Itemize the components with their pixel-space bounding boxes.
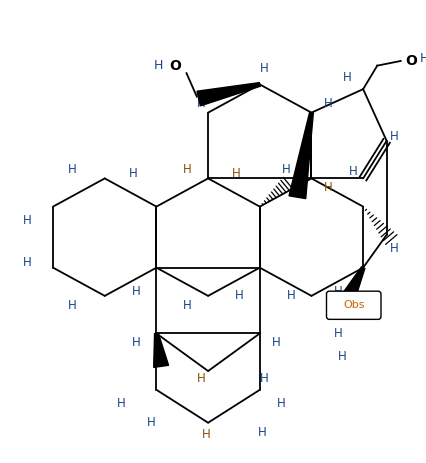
Text: H: H	[197, 97, 206, 110]
Text: H: H	[390, 243, 399, 256]
Text: H: H	[343, 71, 351, 84]
Text: H: H	[117, 397, 126, 410]
Text: H: H	[23, 214, 32, 227]
Text: H: H	[131, 336, 140, 350]
Polygon shape	[337, 267, 365, 309]
Text: H: H	[277, 397, 286, 410]
Text: H: H	[338, 350, 347, 363]
Text: H: H	[129, 167, 137, 180]
Text: H: H	[147, 416, 156, 429]
Polygon shape	[289, 113, 313, 199]
Text: H: H	[390, 130, 399, 143]
Text: H: H	[324, 181, 333, 194]
Text: H: H	[334, 327, 342, 340]
Text: H: H	[260, 372, 269, 385]
Text: H: H	[23, 257, 32, 269]
FancyBboxPatch shape	[326, 291, 381, 319]
Text: H: H	[67, 163, 76, 175]
Polygon shape	[154, 333, 169, 368]
Text: H: H	[349, 165, 358, 178]
Text: H: H	[232, 167, 241, 180]
Text: Obs: Obs	[343, 300, 365, 310]
Text: H: H	[334, 285, 342, 298]
Polygon shape	[197, 82, 260, 106]
Text: H: H	[282, 163, 291, 175]
Text: H: H	[260, 62, 269, 75]
Text: H: H	[235, 289, 244, 302]
Text: H: H	[197, 372, 206, 385]
Text: H: H	[183, 163, 192, 175]
Text: H: H	[258, 425, 267, 438]
Text: H: H	[131, 285, 140, 298]
Text: H: H	[324, 97, 333, 110]
Text: O: O	[406, 54, 417, 68]
Text: H: H	[67, 299, 76, 312]
Text: H: H	[202, 428, 210, 441]
Text: H: H	[420, 52, 426, 65]
Text: H: H	[183, 299, 192, 312]
Text: H: H	[154, 59, 163, 72]
Text: H: H	[272, 336, 281, 350]
Text: O: O	[169, 59, 181, 73]
Text: H: H	[286, 289, 295, 302]
